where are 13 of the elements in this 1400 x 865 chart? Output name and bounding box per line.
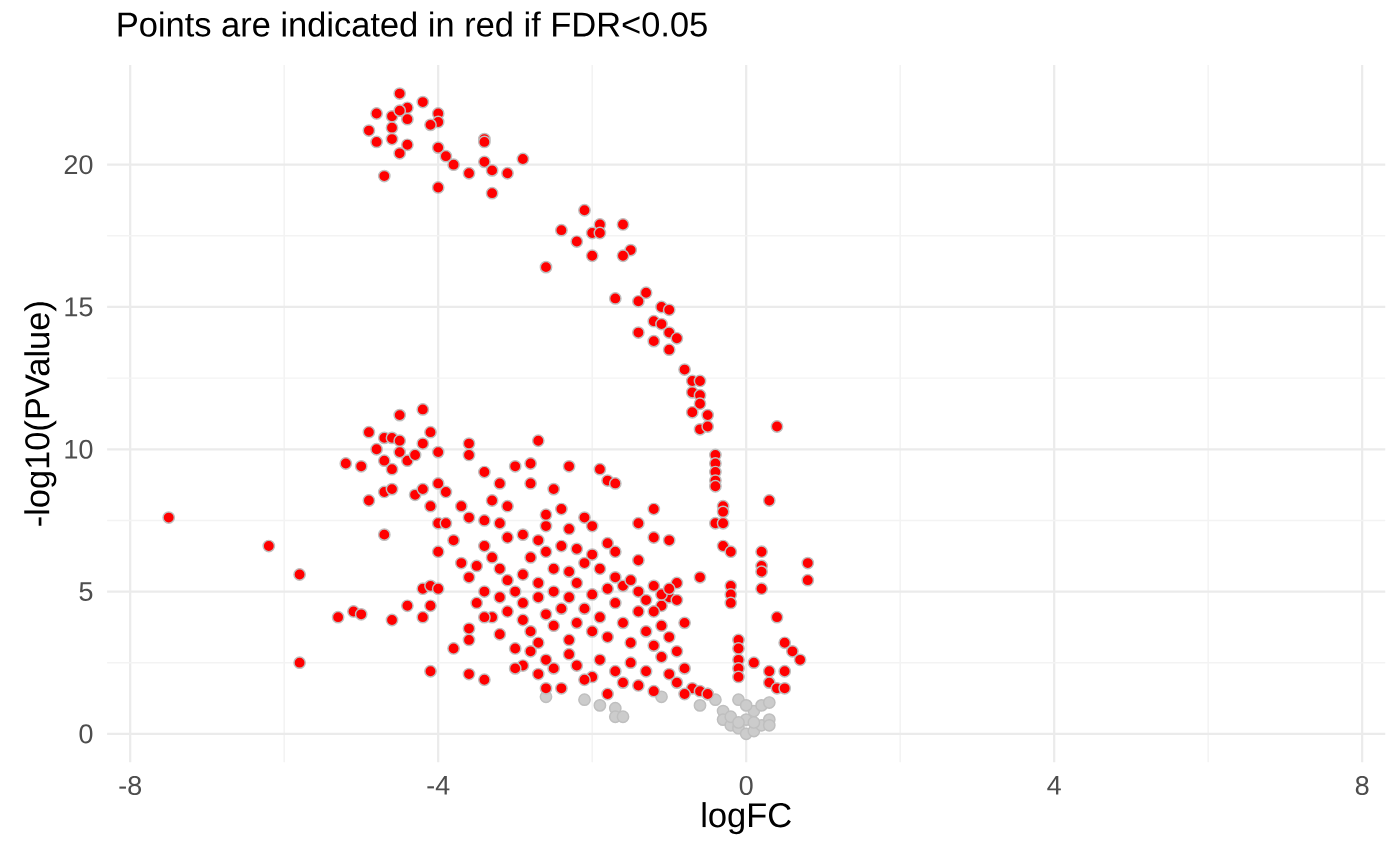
x-tick-label: 4 (1047, 775, 1061, 795)
x-tick-label: 0 (739, 775, 753, 796)
x-tick-label: -8 (119, 775, 142, 796)
chart-title: Points are indicated in red if FDR<0.05 (118, 11, 707, 37)
x-axis-title: logFC (702, 802, 791, 835)
y-tick-label: 15 (65, 297, 93, 317)
y-axis-title: -log10(PValue) (24, 302, 57, 526)
y-tick-label: 0 (79, 724, 93, 744)
x-tick-label: -4 (427, 775, 450, 795)
y-tick-label: 10 (65, 439, 93, 459)
y-tick-label: 5 (79, 582, 93, 601)
x-tick-label: 8 (1355, 775, 1369, 796)
y-tick-label: 20 (64, 155, 93, 175)
